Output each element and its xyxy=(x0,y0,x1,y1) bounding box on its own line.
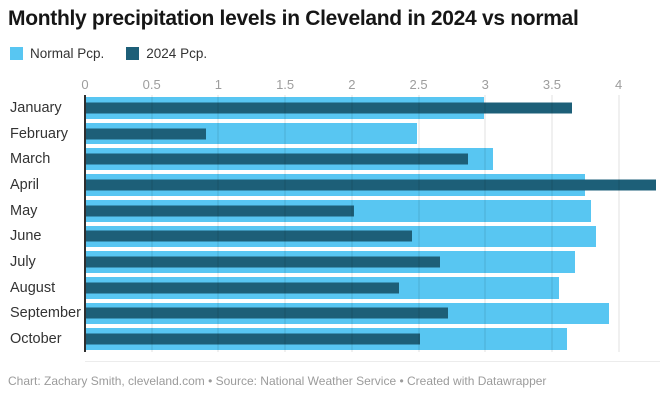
chart-row xyxy=(85,326,660,352)
chart-row xyxy=(85,275,660,301)
x-axis-tick-label: 3 xyxy=(481,77,489,92)
category-label: August xyxy=(10,279,56,296)
category-label: February xyxy=(10,125,69,142)
chart-row xyxy=(85,121,660,147)
bar-2024-pcp[interactable] xyxy=(85,153,468,165)
chart-row xyxy=(85,224,660,250)
category-label: January xyxy=(10,99,62,116)
bar-2024-pcp[interactable] xyxy=(85,205,355,217)
chart-row xyxy=(85,146,660,172)
plot-region: January February March April May June July Augu… xyxy=(0,95,660,352)
x-axis-tick-label: 2.5 xyxy=(409,77,428,92)
category-label: June xyxy=(10,228,42,245)
bar-2024-pcp[interactable] xyxy=(85,230,412,242)
chart-footer: Chart: Zachary Smith, cleveland.com • So… xyxy=(8,374,547,388)
chart-row xyxy=(85,249,660,275)
legend-item-normal: Normal Pcp. xyxy=(10,46,104,61)
category-label: October xyxy=(10,331,62,348)
x-axis-tick-label: 0 xyxy=(81,77,89,92)
chart-row xyxy=(85,198,660,224)
x-axis-tick-label: 2 xyxy=(348,77,356,92)
x-axis: 0 0.5 1 1.5 2 2.5 3 3.5 4 xyxy=(81,77,660,92)
bar-rows xyxy=(85,95,660,352)
legend-label: 2024 Pcp. xyxy=(146,46,208,61)
legend: Normal Pcp. 2024 Pcp. xyxy=(10,46,207,61)
x-axis-tick-label: 4 xyxy=(615,77,623,92)
legend-item-2024: 2024 Pcp. xyxy=(126,46,207,61)
chart-row xyxy=(85,95,660,121)
legend-swatch xyxy=(126,47,140,60)
gridline xyxy=(484,95,486,352)
chart-row xyxy=(85,301,660,327)
bar-2024-pcp[interactable] xyxy=(85,307,448,319)
chart-row xyxy=(85,172,660,198)
bar-2024-pcp[interactable] xyxy=(85,333,420,345)
gridline xyxy=(418,95,420,352)
bar-2024-pcp[interactable] xyxy=(85,256,440,268)
gridline xyxy=(151,95,153,352)
category-label: April xyxy=(10,176,40,193)
gridline xyxy=(351,95,353,352)
legend-swatch xyxy=(10,47,23,60)
category-label: May xyxy=(10,202,38,219)
category-labels: January February March April May June July Augu… xyxy=(0,95,85,352)
category-label: March xyxy=(10,151,51,168)
bar-2024-pcp[interactable] xyxy=(85,282,399,294)
category-label: July xyxy=(10,254,36,271)
x-axis-tick-label: 0.5 xyxy=(142,77,161,92)
chart-title: Monthly precipitation levels in Clevelan… xyxy=(8,7,579,30)
gridline xyxy=(618,95,620,352)
category-label: September xyxy=(10,305,81,322)
bar-2024-pcp[interactable] xyxy=(85,128,207,140)
legend-label: Normal Pcp. xyxy=(30,46,105,61)
x-axis-tick-label: 1.5 xyxy=(276,77,295,92)
plot-bottom-border xyxy=(85,361,660,362)
gridline xyxy=(217,95,219,352)
plot-area xyxy=(84,95,660,352)
x-axis-tick-label: 1 xyxy=(214,77,223,92)
bar-2024-pcp[interactable] xyxy=(85,179,656,191)
gridline xyxy=(551,95,553,352)
bar-2024-pcp[interactable] xyxy=(85,102,572,114)
gridline xyxy=(284,95,286,352)
x-axis-tick-label: 3.5 xyxy=(542,77,561,92)
zero-axis-line xyxy=(84,95,86,352)
